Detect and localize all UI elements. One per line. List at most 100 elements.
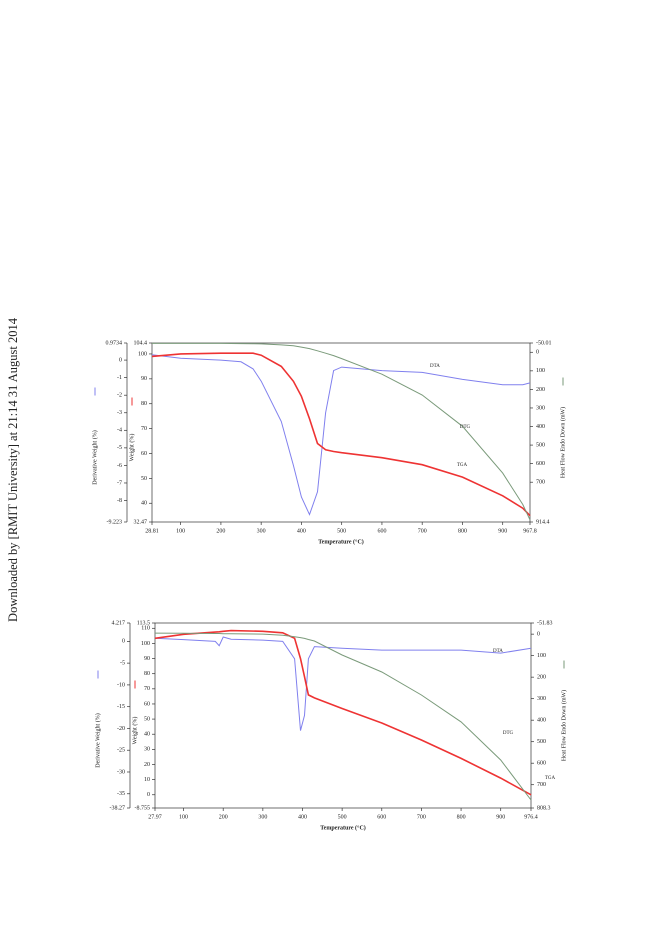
x-tick-label: 100 xyxy=(176,528,185,534)
y2-tick-label: 32.47 xyxy=(134,519,148,525)
y2-tick-label: 40 xyxy=(141,501,147,507)
x-tick-label: 900 xyxy=(496,814,505,820)
data-line xyxy=(151,354,531,516)
data-line xyxy=(154,629,532,796)
y-tick-label: -25 xyxy=(117,748,125,754)
y-tick-label: -30 xyxy=(117,769,125,775)
y3-tick-label: 500 xyxy=(536,442,545,448)
y-tick-label: 0 xyxy=(119,357,122,363)
x-tick-label: 200 xyxy=(219,814,228,820)
y2-tick-label: 60 xyxy=(144,701,150,707)
y-tick-label: 4.217 xyxy=(112,620,126,626)
y2-tick-label: 70 xyxy=(144,686,150,692)
y2-tick-label: 10 xyxy=(144,777,150,783)
y3-tick-label: 700 xyxy=(537,782,546,788)
y3-axis-title: Heat Flow Endo Down (mW) xyxy=(560,690,567,761)
y3-tick-label: 700 xyxy=(536,480,545,486)
y-axis-title: Derivative Weight (%) xyxy=(94,713,101,767)
y3-tick-label: -51.83 xyxy=(537,620,553,626)
x-tick-label: 400 xyxy=(298,814,307,820)
plot-frame xyxy=(154,622,532,809)
plot-frame xyxy=(151,342,531,523)
x-tick-label: 300 xyxy=(257,528,266,534)
y3-tick-label: 300 xyxy=(537,696,546,702)
y2-tick-label: 100 xyxy=(141,641,150,647)
y2-tick-label: 40 xyxy=(144,732,150,738)
y2-tick-label: 110 xyxy=(141,626,150,632)
y2-tick-label: 0 xyxy=(147,792,150,798)
y2-tick-label: 30 xyxy=(144,747,150,753)
x-tick-label: 967.8 xyxy=(523,528,537,534)
y-tick-label: -9.223 xyxy=(107,519,123,525)
x-axis-title: Temperature (°C) xyxy=(318,538,364,545)
y2-tick-label: 113.5 xyxy=(137,620,150,626)
y-tick-label: 0 xyxy=(122,639,125,645)
y-tick-label: -5 xyxy=(120,661,125,667)
x-tick-label: 700 xyxy=(418,528,427,534)
y2-tick-label: 100 xyxy=(138,351,147,357)
y-tick-label: -2 xyxy=(117,393,122,399)
y2-tick-label: 70 xyxy=(141,426,147,432)
data-line xyxy=(154,632,532,801)
y-tick-label: -3 xyxy=(117,410,122,416)
y2-axis-title: Weight (%) xyxy=(131,717,138,745)
y2-tick-label: 80 xyxy=(144,671,150,677)
y3-tick-label: 200 xyxy=(537,675,546,681)
y3-tick-label: 500 xyxy=(537,739,546,745)
series-label: DTG xyxy=(460,425,471,430)
y-tick-label: -7 xyxy=(117,480,122,486)
y3-tick-label: 600 xyxy=(537,761,546,767)
series-label: DTA xyxy=(430,364,440,369)
x-tick-label: 200 xyxy=(216,528,225,534)
x-tick-label: 27.97 xyxy=(148,814,162,820)
y2-tick-label: 104.4 xyxy=(134,340,148,346)
x-tick-label: 976.4 xyxy=(524,814,538,820)
y-tick-label: -4 xyxy=(117,428,122,434)
y-tick-label: -35 xyxy=(117,791,125,797)
x-tick-label: 400 xyxy=(297,528,306,534)
x-tick-label: 900 xyxy=(498,528,507,534)
y-tick-label: -8 xyxy=(117,498,122,504)
x-tick-label: 28.81 xyxy=(145,528,159,534)
y2-tick-label: 90 xyxy=(141,376,147,382)
y-tick-label: -10 xyxy=(117,682,125,688)
y2-tick-label: 80 xyxy=(141,401,147,407)
y2-tick-label: -8.755 xyxy=(135,805,151,811)
y3-tick-label: 400 xyxy=(537,718,546,724)
x-tick-label: 500 xyxy=(338,814,347,820)
y3-tick-label: 200 xyxy=(536,387,545,393)
y-tick-label: -5 xyxy=(117,445,122,451)
y-tick-label: 0.9734 xyxy=(106,340,123,346)
y3-tick-label: 400 xyxy=(536,424,545,430)
y3-tick-label: 100 xyxy=(537,653,546,659)
y3-tick-label: 600 xyxy=(536,461,545,467)
y2-tick-label: 60 xyxy=(141,451,147,457)
y2-tick-label: 20 xyxy=(144,762,150,768)
series-label: DTA xyxy=(493,649,503,654)
x-axis-title: Temperature (°C) xyxy=(320,824,366,831)
series-label: TGA xyxy=(545,776,556,781)
y2-tick-label: 90 xyxy=(144,656,150,662)
series-label: TGA xyxy=(457,463,468,468)
x-tick-label: 700 xyxy=(417,814,426,820)
x-tick-label: 300 xyxy=(258,814,267,820)
data-line xyxy=(151,352,531,517)
y3-tick-label: 914.4 xyxy=(536,519,550,525)
data-line xyxy=(154,636,532,731)
series-label: DTG xyxy=(503,731,514,736)
y-axis-title: Derivative Weight (%) xyxy=(91,430,98,484)
x-tick-label: 800 xyxy=(458,528,467,534)
y-tick-label: -6 xyxy=(117,463,122,469)
y3-tick-label: -50.01 xyxy=(536,340,552,346)
y-tick-label: -20 xyxy=(117,726,125,732)
y3-tick-label: 0 xyxy=(537,632,540,638)
x-tick-label: 800 xyxy=(457,814,466,820)
y3-tick-label: 808.3 xyxy=(537,805,551,811)
y3-tick-label: 300 xyxy=(536,405,545,411)
y-tick-label: -1 xyxy=(117,375,122,381)
y-tick-label: -15 xyxy=(117,704,125,710)
y2-axis-title: Weight (%) xyxy=(128,434,135,462)
y2-tick-label: 50 xyxy=(144,716,150,722)
y3-tick-label: 0 xyxy=(536,350,539,356)
